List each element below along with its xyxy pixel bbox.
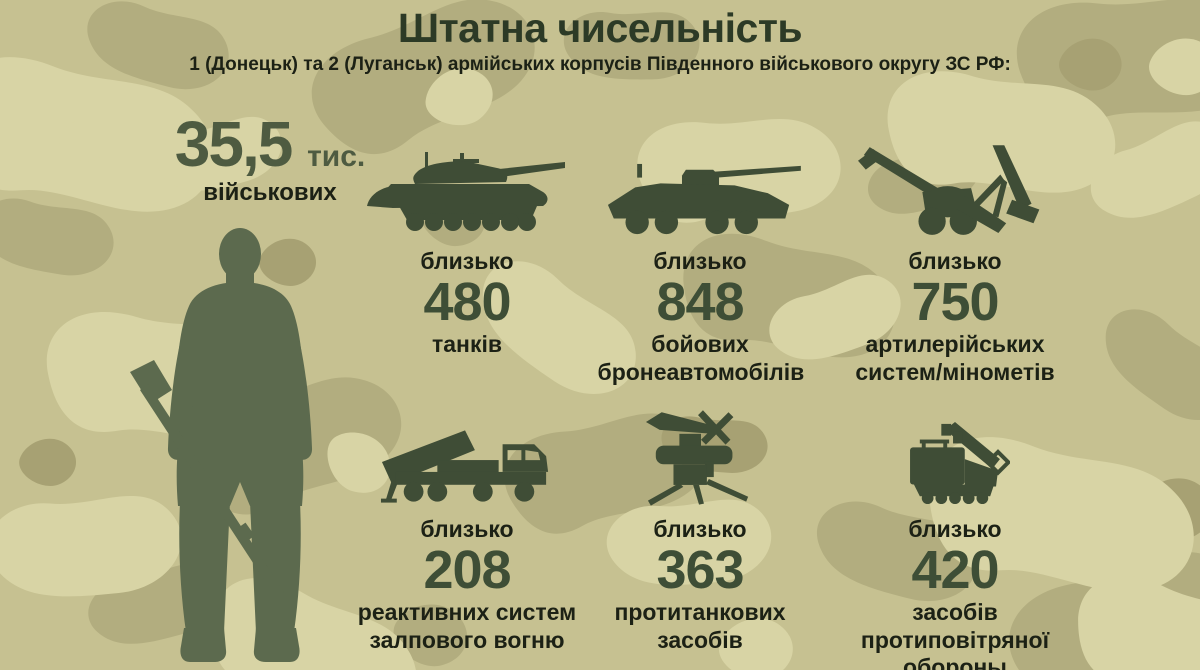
approx-label: близько [420,516,514,542]
header: Штатна чисельність 1 (Донецьк) та 2 (Луг… [0,5,1200,76]
sam-icon [910,421,1010,505]
stats-grid: близько 480 танків близько 848 [350,142,1094,670]
approx-label: близько [908,248,1002,274]
stat-value: 208 [423,540,511,601]
personnel-unit: тис. [307,140,366,173]
tank-icon [367,152,565,231]
stat-label: засобів протиповітряної обороны [860,599,1050,670]
stat-item-mlrs: близько 208 реактивних систем залпового … [350,394,584,670]
approx-label: близько [908,516,1002,542]
stat-item-tanks: близько 480 танків [350,142,584,394]
stat-value: 750 [911,272,999,333]
stat-label: артилерійських систем/мінометів [855,331,1055,385]
approx-label: близько [653,516,747,542]
stat-item-artillery: близько 750 артилерійських систем/міноме… [816,142,1094,394]
artillery-mortar-icon [857,145,1039,235]
stat-item-armored-vehicles: близько 848 бойових бронеавтомобілів [584,142,816,394]
stat-value: 420 [911,540,999,601]
soldier-silhouette-icon [130,228,313,662]
stat-value: 363 [656,540,744,601]
personnel-block: 35,5 тис. військових [150,112,390,207]
stat-item-anti-tank: близько 363 протитанкових засобів [584,394,816,670]
personnel-label: військових [203,179,337,206]
stat-label: танків [432,331,502,358]
apc-icon [607,163,801,235]
page-subtitle: 1 (Донецьк) та 2 (Луганськ) армійських к… [189,54,1011,76]
approx-label: близько [653,248,747,274]
approx-label: близько [420,248,514,274]
stat-label: протитанкових засобів [614,599,786,653]
page-title: Штатна чисельність [397,5,803,51]
stat-value: 480 [423,272,511,333]
personnel-value: 35,5 [174,108,294,180]
stat-item-air-defense: близько 420 засобів протиповітряної обор… [816,394,1094,670]
stat-label: бойових бронеавтомобілів [597,331,805,385]
stat-value: 848 [656,272,744,333]
mlrs-icon [380,430,549,503]
stat-label: реактивних систем залпового вогню [357,599,577,653]
atgm-icon [645,410,748,506]
personnel-count: 35,5 тис. [150,112,390,176]
